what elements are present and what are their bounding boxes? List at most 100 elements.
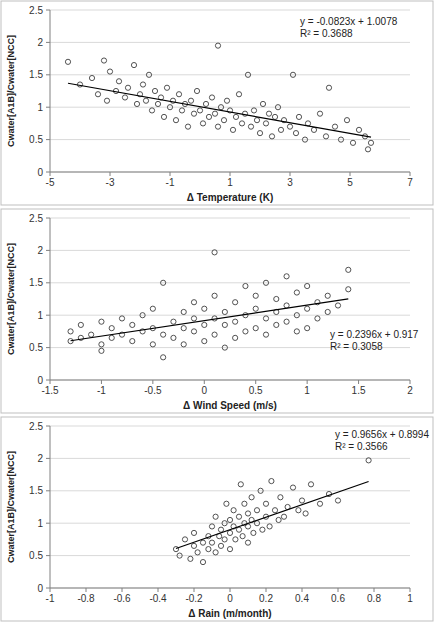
grid-line <box>50 218 410 219</box>
scatter-point <box>197 108 202 113</box>
y-tick-label: 0 <box>37 167 43 178</box>
scatter-point <box>346 267 351 272</box>
y-tick <box>46 218 50 219</box>
scatter-point <box>325 309 330 314</box>
scatter-point <box>95 92 100 97</box>
scatter-point <box>130 322 135 327</box>
scatter-point <box>140 82 145 87</box>
scatter-point <box>101 58 106 63</box>
scatter-point <box>125 85 130 90</box>
scatter-point <box>274 322 279 327</box>
x-tick <box>410 380 411 384</box>
x-tick <box>410 588 411 592</box>
scatter-point <box>311 127 316 132</box>
scatter-point <box>263 501 268 506</box>
scatter-point <box>149 108 154 113</box>
x-tick <box>101 380 102 384</box>
x-tick-label: 0.4 <box>295 593 309 604</box>
scatter-point <box>231 508 236 513</box>
panel-frame <box>1 1 433 205</box>
scatter-point <box>243 283 248 288</box>
scatter-point <box>315 316 320 321</box>
scatter-point <box>287 124 292 129</box>
x-tick <box>307 380 308 384</box>
y-tick-label: 2.5 <box>29 5 43 16</box>
grid-line <box>50 10 410 11</box>
x-tick <box>230 588 231 592</box>
scatter-point <box>188 98 193 103</box>
y-tick-label: 2 <box>37 245 43 256</box>
scatter-point <box>140 313 145 318</box>
scatter-point <box>260 101 265 106</box>
scatter-point <box>236 92 241 97</box>
x-tick <box>110 172 111 176</box>
scatter-point <box>305 326 310 331</box>
scatter-point <box>215 124 220 129</box>
x-tick-label: 1 <box>407 593 413 604</box>
chart-panel: 00.511.522.5-5-3-11357Δ Temperature (K)C… <box>1 1 433 205</box>
y-tick-label: 0.5 <box>29 134 43 145</box>
scatter-point <box>227 530 232 535</box>
scatter-point <box>181 309 186 314</box>
trend-equation: R² = 0.3688 <box>300 28 353 39</box>
x-tick <box>152 380 153 384</box>
scatter-point <box>248 124 253 129</box>
scatter-point <box>368 140 373 145</box>
scatter-point <box>203 101 208 106</box>
scatter-point <box>212 293 217 298</box>
grid-line <box>50 380 410 381</box>
scatter-point <box>266 111 271 116</box>
y-tick <box>46 588 50 589</box>
scatter-point <box>251 530 256 535</box>
scatter-point <box>104 98 109 103</box>
x-tick <box>50 588 51 592</box>
scatter-point <box>65 59 70 64</box>
y-tick <box>46 490 50 491</box>
scatter-point <box>200 121 205 126</box>
scatter-point <box>191 111 196 116</box>
x-tick-label: -1.5 <box>41 385 59 396</box>
scatter-point <box>326 85 331 90</box>
x-tick-label: -1 <box>166 177 175 188</box>
scatter-point <box>284 319 289 324</box>
scatter-point <box>365 147 370 152</box>
scatter-point <box>99 342 104 347</box>
scatter-point <box>185 124 190 129</box>
scatter-point <box>89 332 94 337</box>
scatter-point <box>171 319 176 324</box>
scatter-point <box>191 329 196 334</box>
scatter-point <box>119 316 124 321</box>
scatter-point <box>222 322 227 327</box>
x-tick-label: -5 <box>46 177 55 188</box>
scatter-point <box>239 121 244 126</box>
scatter-point <box>305 283 310 288</box>
scatter-point <box>161 114 166 119</box>
scatter-point <box>281 514 286 519</box>
scatter-point <box>245 72 250 77</box>
scatter-point <box>296 114 301 119</box>
scatter-point <box>366 458 371 463</box>
y-tick-label: 2 <box>37 453 43 464</box>
x-tick <box>158 588 159 592</box>
scatter-point <box>254 508 259 513</box>
scatter-point <box>269 478 274 483</box>
scatter-point <box>209 524 214 529</box>
grid-line <box>50 555 410 556</box>
y-tick <box>46 172 50 173</box>
scatter-point <box>258 488 263 493</box>
x-axis-label: Δ Rain (m/month) <box>188 608 271 619</box>
y-tick <box>46 42 50 43</box>
scatter-point <box>179 108 184 113</box>
plot-area <box>68 250 351 360</box>
trend-equation: R² = 0.3566 <box>335 441 388 452</box>
x-tick <box>358 380 359 384</box>
scatter-point <box>202 339 207 344</box>
y-tick-label: 0 <box>37 583 43 594</box>
x-tick-label: 0 <box>202 385 208 396</box>
scatter-point <box>335 498 340 503</box>
x-tick <box>374 588 375 592</box>
scatter-point <box>122 95 127 100</box>
y-axis <box>50 218 51 380</box>
trend-line <box>71 299 349 341</box>
y-tick <box>46 315 50 316</box>
